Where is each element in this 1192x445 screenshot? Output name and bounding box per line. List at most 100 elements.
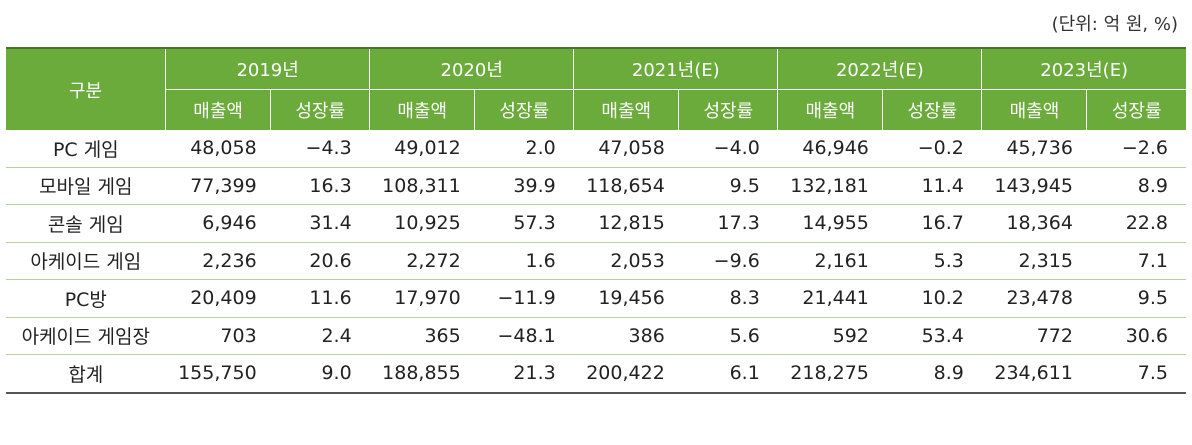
header-year-2020: 2020년 xyxy=(369,48,575,90)
growth-cell: 6.1 xyxy=(678,354,778,394)
revenue-cell: 592 xyxy=(777,317,883,355)
growth-cell: 1.6 xyxy=(474,242,574,280)
header-growth: 성장률 xyxy=(474,89,575,130)
growth-cell: 39.9 xyxy=(474,167,574,205)
growth-cell: 16.3 xyxy=(270,167,370,205)
growth-cell: 8.3 xyxy=(678,279,778,318)
revenue-cell: 386 xyxy=(573,317,679,355)
header-revenue: 매출액 xyxy=(777,89,884,130)
growth-cell: −48.1 xyxy=(474,317,574,355)
growth-cell: −11.9 xyxy=(474,279,574,318)
growth-cell: 7.1 xyxy=(1086,242,1186,280)
header-growth: 성장률 xyxy=(678,89,779,130)
revenue-cell: 49,012 xyxy=(369,130,475,168)
revenue-cell: 155,750 xyxy=(165,354,271,394)
growth-cell: 53.4 xyxy=(882,317,982,355)
row-label: 아케이드 게임장 xyxy=(6,317,166,355)
header-revenue: 매출액 xyxy=(165,89,272,130)
header-revenue: 매출액 xyxy=(369,89,476,130)
revenue-cell: 132,181 xyxy=(777,167,883,205)
growth-cell: 8.9 xyxy=(882,354,982,394)
revenue-cell: 2,315 xyxy=(981,242,1087,280)
table-row: PC 게임 48,058 −4.3 49,012 2.0 47,058 −4.0 46,946… xyxy=(6,130,1186,168)
table-row: PC방 20,409 11.6 17,970 −11.9 19,456 8.3 21,441 1… xyxy=(6,279,1186,318)
growth-cell: 10.2 xyxy=(882,279,982,318)
revenue-cell: 12,815 xyxy=(573,204,679,243)
header-year-2022: 2022년(E) xyxy=(777,48,983,90)
growth-cell: −9.6 xyxy=(678,242,778,280)
header-revenue: 매출액 xyxy=(573,89,680,130)
row-label: 아케이드 게임 xyxy=(6,242,166,280)
revenue-cell: 2,236 xyxy=(165,242,271,280)
growth-cell: 5.3 xyxy=(882,242,982,280)
growth-cell: −2.6 xyxy=(1086,130,1186,168)
growth-cell: 9.5 xyxy=(1086,279,1186,318)
growth-cell: −4.0 xyxy=(678,130,778,168)
game-market-table: 구분 2019년 2020년 2021년(E) 2022년(E) 2023년(E… xyxy=(6,47,1186,394)
growth-cell: 21.3 xyxy=(474,354,574,394)
growth-cell: 8.9 xyxy=(1086,167,1186,205)
growth-cell: 17.3 xyxy=(678,204,778,243)
row-label: 합계 xyxy=(6,354,166,394)
growth-cell: −0.2 xyxy=(882,130,982,168)
row-label: 모바일 게임 xyxy=(6,167,166,205)
header-growth: 성장률 xyxy=(270,89,371,130)
revenue-cell: 46,946 xyxy=(777,130,883,168)
revenue-cell: 6,946 xyxy=(165,204,271,243)
header-growth: 성장률 xyxy=(1086,89,1186,130)
revenue-cell: 19,456 xyxy=(573,279,679,318)
revenue-cell: 108,311 xyxy=(369,167,475,205)
table-body: PC 게임 48,058 −4.3 49,012 2.0 47,058 −4.0 46,946… xyxy=(6,130,1186,394)
revenue-cell: 77,399 xyxy=(165,167,271,205)
header-growth: 성장률 xyxy=(882,89,983,130)
revenue-cell: 21,441 xyxy=(777,279,883,318)
table-row: 콘솔 게임 6,946 31.4 10,925 57.3 12,815 17.3 14,955… xyxy=(6,204,1186,243)
growth-cell: −4.3 xyxy=(270,130,370,168)
revenue-cell: 47,058 xyxy=(573,130,679,168)
revenue-cell: 218,275 xyxy=(777,354,883,394)
row-label: PC방 xyxy=(6,279,166,318)
growth-cell: 9.0 xyxy=(270,354,370,394)
header-category: 구분 xyxy=(6,48,167,130)
row-label: PC 게임 xyxy=(6,130,166,168)
growth-cell: 11.4 xyxy=(882,167,982,205)
revenue-cell: 188,855 xyxy=(369,354,475,394)
header-revenue: 매출액 xyxy=(981,89,1088,130)
unit-note: (단위: 억 원, %) xyxy=(1051,14,1178,35)
header-year-2019: 2019년 xyxy=(165,48,371,90)
revenue-cell: 48,058 xyxy=(165,130,271,168)
revenue-cell: 2,272 xyxy=(369,242,475,280)
growth-cell: 9.5 xyxy=(678,167,778,205)
revenue-cell: 10,925 xyxy=(369,204,475,243)
revenue-cell: 118,654 xyxy=(573,167,679,205)
revenue-cell: 772 xyxy=(981,317,1087,355)
table-row: 아케이드 게임 2,236 20.6 2,272 1.6 2,053 −9.6 2,161 5.… xyxy=(6,242,1186,280)
growth-cell: 57.3 xyxy=(474,204,574,243)
growth-cell: 11.6 xyxy=(270,279,370,318)
row-label: 콘솔 게임 xyxy=(6,204,166,243)
header-year-2023: 2023년(E) xyxy=(981,48,1186,90)
header-year-2021: 2021년(E) xyxy=(573,48,779,90)
revenue-cell: 45,736 xyxy=(981,130,1087,168)
revenue-cell: 200,422 xyxy=(573,354,679,394)
growth-cell: 2.0 xyxy=(474,130,574,168)
growth-cell: 31.4 xyxy=(270,204,370,243)
table-row: 아케이드 게임장 703 2.4 365 −48.1 386 5.6 592 53.4 772 30… xyxy=(6,317,1186,355)
revenue-cell: 17,970 xyxy=(369,279,475,318)
revenue-cell: 2,161 xyxy=(777,242,883,280)
revenue-cell: 2,053 xyxy=(573,242,679,280)
revenue-cell: 20,409 xyxy=(165,279,271,318)
table-row: 모바일 게임 77,399 16.3 108,311 39.9 118,654 9.5 132… xyxy=(6,167,1186,205)
revenue-cell: 23,478 xyxy=(981,279,1087,318)
growth-cell: 22.8 xyxy=(1086,204,1186,243)
revenue-cell: 703 xyxy=(165,317,271,355)
revenue-cell: 143,945 xyxy=(981,167,1087,205)
growth-cell: 2.4 xyxy=(270,317,370,355)
growth-cell: 16.7 xyxy=(882,204,982,243)
revenue-cell: 14,955 xyxy=(777,204,883,243)
revenue-cell: 234,611 xyxy=(981,354,1087,394)
growth-cell: 7.5 xyxy=(1086,354,1186,394)
table-row: 합계 155,750 9.0 188,855 21.3 200,422 6.1 218,275… xyxy=(6,354,1186,394)
revenue-cell: 18,364 xyxy=(981,204,1087,243)
